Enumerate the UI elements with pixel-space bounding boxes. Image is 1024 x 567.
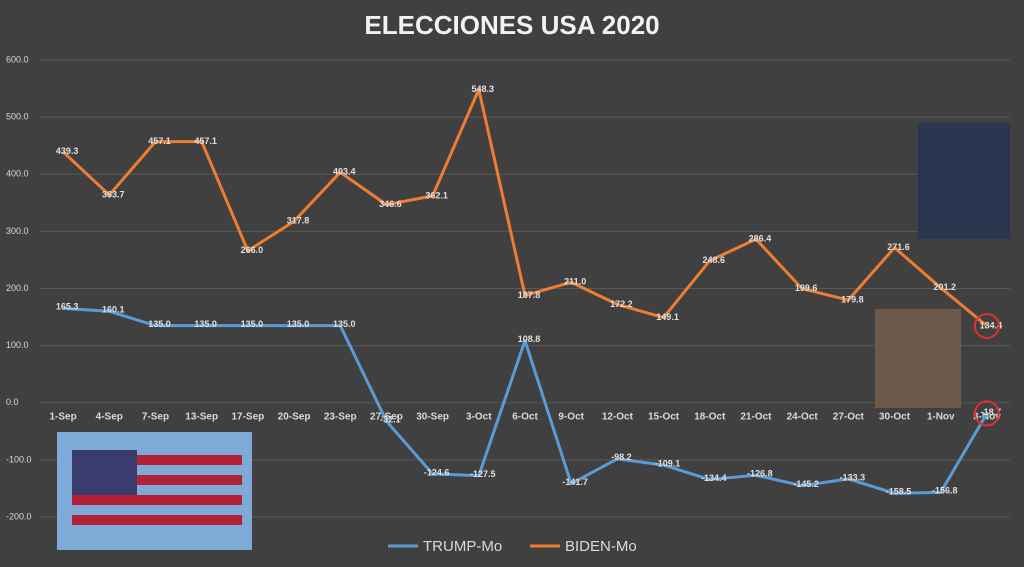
x-tick-label: 3-Oct: [466, 411, 492, 422]
data-label: 134.4: [980, 320, 1003, 330]
x-tick-label: 17-Sep: [231, 411, 264, 422]
data-label: 439.3: [56, 146, 79, 156]
data-label: 211.0: [564, 277, 586, 287]
data-label: -18.7: [981, 407, 1002, 417]
data-label: 346.6: [379, 199, 402, 209]
x-tick-label: 30-Oct: [879, 411, 911, 422]
x-tick-label: 7-Sep: [142, 411, 169, 422]
legend-label: BIDEN-Mo: [565, 538, 637, 555]
chart-title: ELECCIONES USA 2020: [364, 10, 659, 40]
data-label: 160.1: [102, 305, 125, 315]
data-label: -158.5: [886, 487, 912, 497]
x-tick-label: 15-Oct: [648, 411, 680, 422]
data-label: 165.3: [56, 302, 79, 312]
data-label: -145.2: [793, 479, 819, 489]
highlight-circle: [973, 312, 1000, 339]
x-tick-label: 21-Oct: [740, 411, 772, 422]
data-label: -134.4: [701, 473, 727, 483]
photo-biden: [918, 123, 1010, 239]
x-tick-label: 23-Sep: [324, 411, 357, 422]
photo-trump: [875, 309, 961, 408]
data-label: 363.7: [102, 189, 125, 199]
data-label: 362.1: [425, 190, 448, 200]
data-label: -98.2: [611, 452, 632, 462]
highlight-circle: [973, 400, 1000, 427]
y-tick-label: 600.0: [6, 54, 29, 64]
data-label: 108.8: [518, 334, 541, 344]
series-line: [62, 88, 988, 328]
data-label: 317.8: [287, 216, 310, 226]
data-label: 201.2: [933, 282, 956, 292]
data-label: 135.0: [333, 319, 356, 329]
data-label: 172.2: [610, 299, 633, 309]
x-tick-label: 1-Sep: [49, 411, 76, 422]
data-label: 179.8: [841, 294, 864, 304]
x-tick-label: 27-Sep: [370, 411, 403, 422]
y-tick-label: 100.0: [6, 340, 29, 350]
data-label: 457.1: [194, 136, 217, 146]
data-label: -126.8: [747, 469, 773, 479]
x-tick-label: 1-Nov: [927, 411, 955, 422]
data-label: 149.1: [656, 312, 679, 322]
data-label: 135.0: [148, 319, 171, 329]
x-tick-label: 20-Sep: [278, 411, 311, 422]
x-tick-label: 18-Oct: [694, 411, 726, 422]
y-tick-label: -100.0: [6, 454, 32, 464]
x-tick-label: 13-Sep: [185, 411, 218, 422]
y-tick-label: 300.0: [6, 226, 29, 236]
data-label: -141.7: [562, 477, 588, 487]
data-label: 548.3: [472, 84, 495, 94]
data-label: 187.8: [518, 290, 541, 300]
y-tick-label: 400.0: [6, 169, 29, 179]
y-tick-label: 200.0: [6, 283, 29, 293]
x-tick-label: 9-Oct: [558, 411, 584, 422]
x-tick-label: 12-Oct: [602, 411, 634, 422]
data-label: 457.1: [148, 136, 171, 146]
data-label: 135.0: [287, 319, 310, 329]
data-label: -133.3: [840, 472, 866, 482]
data-label: -124.6: [424, 467, 450, 477]
data-label: -156.8: [932, 486, 958, 496]
data-label: 403.4: [333, 167, 356, 177]
y-tick-label: 0.0: [6, 397, 19, 407]
data-label: -109.1: [655, 458, 681, 468]
x-tick-label: 6-Oct: [512, 411, 538, 422]
data-label: -127.5: [470, 469, 496, 479]
x-tick-label: 24-Oct: [787, 411, 819, 422]
data-label: 286.4: [749, 234, 772, 244]
y-tick-label: 500.0: [6, 112, 29, 122]
legend-label: TRUMP-Mo: [423, 538, 502, 555]
data-label: -32.1: [380, 414, 401, 424]
flag-stripes: [72, 450, 242, 525]
data-label: 199.6: [795, 283, 818, 293]
series-line: [62, 306, 989, 495]
x-tick-label: 30-Sep: [416, 411, 449, 422]
data-label: 271.6: [887, 242, 910, 252]
data-label: 135.0: [194, 319, 217, 329]
x-tick-label: 4-Sep: [96, 411, 123, 422]
photos: [57, 123, 1010, 550]
x-tick-label: 3-Nov: [973, 411, 1001, 422]
data-label: 266.0: [241, 245, 264, 255]
data-label: 135.0: [241, 319, 264, 329]
x-tick-label: 27-Oct: [833, 411, 865, 422]
data-label: 248.6: [702, 255, 725, 265]
y-tick-label: -200.0: [6, 511, 32, 521]
